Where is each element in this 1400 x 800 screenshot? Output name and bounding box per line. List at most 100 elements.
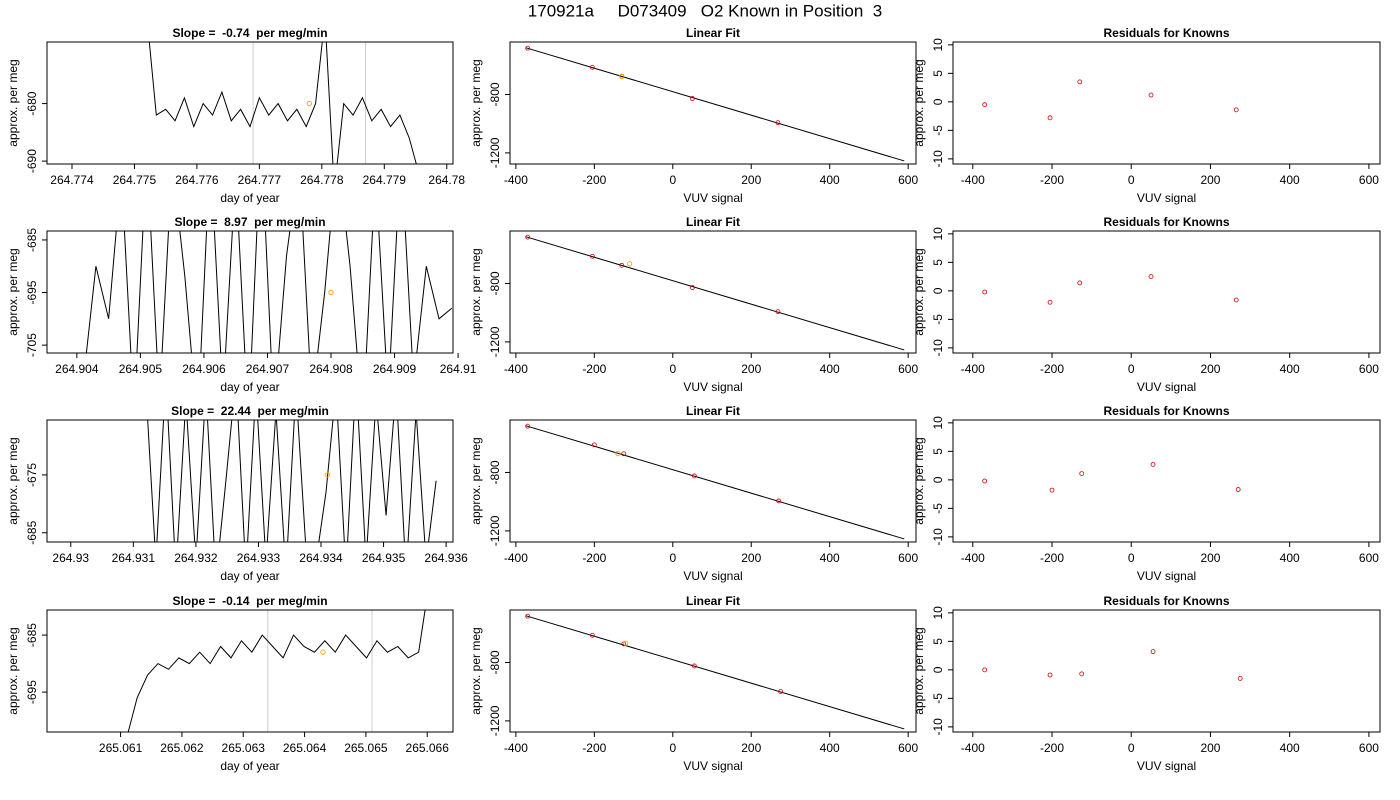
x-tick-label: 0 [669, 173, 676, 187]
x-tick-label: 600 [1359, 741, 1379, 755]
point [1047, 672, 1053, 678]
panel: Slope = -0.14 per meg/min day of year appr… [6, 594, 454, 773]
x-tick-label: 264.778 [300, 173, 344, 187]
x-tick-label: 264.905 [119, 362, 163, 376]
x-tick-label: 200 [1200, 362, 1220, 376]
x-tick-label: 400 [820, 741, 840, 755]
panel-title: Residuals for Knowns [1103, 26, 1229, 40]
y-axis-label: approx. per meg [912, 248, 926, 335]
panel: Slope = -0.74 per meg/min day of year appr… [6, 26, 465, 205]
plot-area [127, 610, 426, 732]
x-tick-label: 265.064 [283, 741, 327, 755]
plot-frame [952, 609, 1381, 733]
x-tick-label: 400 [820, 173, 840, 187]
x-tick-label: -200 [1040, 551, 1064, 565]
x-tick-label: 600 [898, 551, 918, 565]
plot-frame [46, 41, 454, 165]
y-tick-label: -1200 [488, 137, 502, 168]
x-tick-label: 264.934 [299, 551, 343, 565]
y-tick-label: 10 [931, 416, 945, 430]
x-tick-label: 200 [1200, 173, 1220, 187]
x-axis-label: VUV signal [683, 759, 742, 773]
point [525, 45, 531, 51]
y-tick-label: -695 [25, 280, 39, 304]
x-tick-label: 264.932 [174, 551, 218, 565]
y-tick-label: -695 [25, 680, 39, 704]
x-tick-label: 264.909 [373, 362, 417, 376]
plot-frame [509, 419, 917, 543]
point [1237, 676, 1243, 681]
y-axis-label: approx. per meg [6, 59, 20, 146]
x-tick-label: 264.777 [238, 173, 282, 187]
y-axis-label: approx. per meg [912, 627, 926, 714]
point [982, 102, 988, 108]
series-line [127, 610, 426, 732]
plot-area [85, 231, 453, 353]
x-tick-label: 0 [1128, 551, 1135, 565]
panel-title: Residuals for Knowns [1103, 594, 1229, 608]
x-tick-label: 264.931 [112, 551, 156, 565]
x-tick-label: -400 [961, 173, 985, 187]
point [621, 451, 627, 457]
x-tick-label: 265.062 [160, 741, 204, 755]
point [1077, 79, 1083, 85]
x-tick-label: -200 [1040, 741, 1064, 755]
y-axis-label: approx. per meg [912, 437, 926, 524]
x-tick-label: 200 [1200, 551, 1220, 565]
x-axis-label: VUV signal [1137, 759, 1196, 773]
x-tick-label: -400 [504, 362, 528, 376]
series-line [147, 420, 437, 542]
y-tick-label: 0 [931, 666, 945, 673]
y-tick-label: -5 [931, 125, 945, 136]
y-tick-label: -5 [931, 693, 945, 704]
y-tick-label: 10 [931, 38, 945, 52]
panel-title: Linear Fit [686, 404, 740, 418]
x-tick-label: 200 [741, 551, 761, 565]
point [1079, 671, 1085, 677]
x-tick-label: 0 [669, 551, 676, 565]
x-tick-label: 265.065 [344, 741, 388, 755]
point [619, 262, 625, 268]
x-axis-label: day of year [220, 380, 279, 394]
x-tick-label: 0 [1128, 741, 1135, 755]
point [1047, 299, 1053, 305]
point [691, 473, 697, 479]
panel: Residuals for Knowns VUV signal approx. pe… [912, 594, 1381, 773]
panel-title: Slope = 22.44 per meg/min [171, 404, 329, 418]
y-tick-label: -5 [931, 314, 945, 325]
plot-area [148, 42, 417, 164]
point [1233, 107, 1239, 113]
panel-title: Slope = -0.74 per meg/min [172, 26, 327, 40]
y-tick-label: -685 [25, 228, 39, 252]
x-tick-label: -400 [961, 741, 985, 755]
x-tick-label: -200 [582, 741, 606, 755]
x-axis-label: VUV signal [683, 380, 742, 394]
x-tick-label: 264.78 [428, 173, 465, 187]
x-tick-label: 600 [898, 362, 918, 376]
fit-line [525, 236, 905, 351]
point [778, 689, 784, 694]
y-tick-label: -10 [931, 150, 945, 168]
y-axis-label: approx. per meg [469, 437, 483, 524]
point [1148, 274, 1154, 280]
x-axis-label: VUV signal [1137, 569, 1196, 583]
x-tick-label: 264.775 [113, 173, 157, 187]
point [982, 478, 988, 484]
y-tick-label: -800 [488, 460, 502, 484]
x-tick-label: 0 [1128, 362, 1135, 376]
x-tick-label: -400 [961, 551, 985, 565]
x-tick-label: -400 [961, 362, 985, 376]
y-tick-label: -800 [488, 271, 502, 295]
y-tick-label: 5 [931, 70, 945, 77]
plot-area [982, 274, 1239, 305]
highlight-point [320, 649, 326, 655]
plot-area [147, 420, 437, 542]
x-tick-label: 264.906 [182, 362, 226, 376]
point [1049, 487, 1055, 493]
x-tick-label: 200 [1200, 741, 1220, 755]
highlight-point [306, 100, 312, 107]
x-tick-label: 0 [669, 741, 676, 755]
